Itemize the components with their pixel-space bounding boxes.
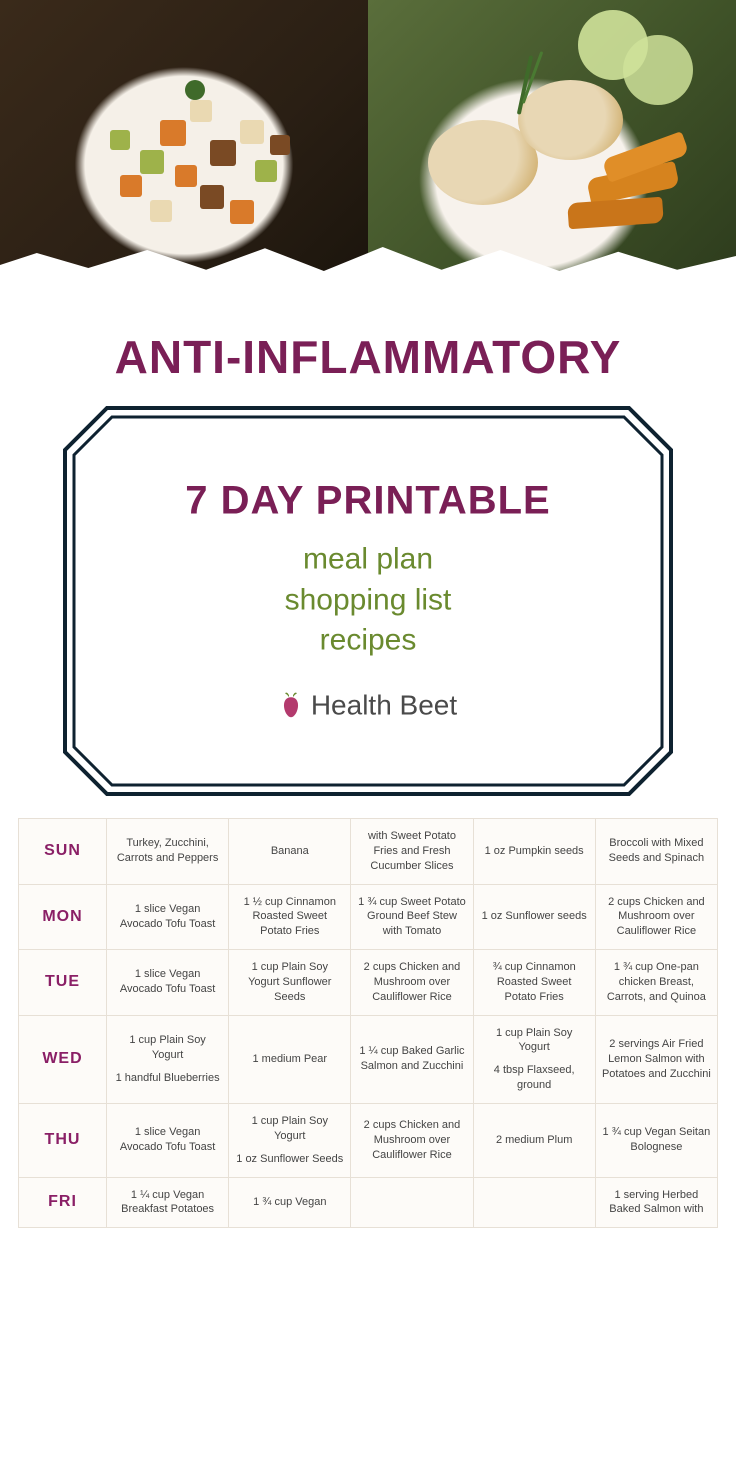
- meal-cell: Banana: [229, 819, 351, 885]
- day-label: SUN: [19, 819, 107, 885]
- meal-cell: Broccoli with Mixed Seeds and Spinach: [595, 819, 717, 885]
- table-row: WED1 cup Plain Soy Yogurt1 handful Blueb…: [19, 1015, 718, 1103]
- frame-list-item: shopping list: [124, 580, 612, 621]
- table-row: SUNTurkey, Zucchini, Carrots and Peppers…: [19, 819, 718, 885]
- meal-cell: Turkey, Zucchini, Carrots and Peppers: [107, 819, 229, 885]
- meal-cell: [473, 1177, 595, 1228]
- meal-cell: 1 ¾ cup Sweet Potato Ground Beef Stew wi…: [351, 884, 473, 950]
- table-row: THU1 slice Vegan Avocado Tofu Toast1 cup…: [19, 1103, 718, 1177]
- meal-cell: 2 medium Plum: [473, 1103, 595, 1177]
- meal-cell: [351, 1177, 473, 1228]
- meal-cell: 1 oz Pumpkin seeds: [473, 819, 595, 885]
- meal-plan-table-wrap: SUNTurkey, Zucchini, Carrots and Peppers…: [18, 818, 718, 1228]
- meal-cell: 2 cups Chicken and Mushroom over Caulifl…: [351, 950, 473, 1016]
- food-photo-right: [368, 0, 736, 300]
- meal-cell: 1 cup Plain Soy Yogurt Sunflower Seeds: [229, 950, 351, 1016]
- day-label: FRI: [19, 1177, 107, 1228]
- meal-cell: 1 slice Vegan Avocado Tofu Toast: [107, 884, 229, 950]
- frame-list-item: meal plan: [124, 539, 612, 580]
- meal-cell: 2 cups Chicken and Mushroom over Caulifl…: [351, 1103, 473, 1177]
- day-label: WED: [19, 1015, 107, 1103]
- meal-cell: 1 slice Vegan Avocado Tofu Toast: [107, 950, 229, 1016]
- meal-cell: 1 cup Plain Soy Yogurt1 oz Sunflower See…: [229, 1103, 351, 1177]
- headline: ANTI-INFLAMMATORY: [0, 330, 736, 384]
- meal-cell: 2 cups Chicken and Mushroom over Caulifl…: [595, 884, 717, 950]
- meal-cell: 1 ¾ cup Vegan Seitan Bolognese: [595, 1103, 717, 1177]
- meal-cell: 1 oz Sunflower seeds: [473, 884, 595, 950]
- meal-cell: 1 ¼ cup Baked Garlic Salmon and Zucchini: [351, 1015, 473, 1103]
- table-row: TUE1 slice Vegan Avocado Tofu Toast1 cup…: [19, 950, 718, 1016]
- food-photo-left: [0, 0, 368, 300]
- hero-food-photos: [0, 0, 736, 300]
- frame-list-item: recipes: [124, 620, 612, 661]
- meal-plan-table: SUNTurkey, Zucchini, Carrots and Peppers…: [18, 818, 718, 1228]
- meal-cell: 1 ¾ cup Vegan: [229, 1177, 351, 1228]
- frame-title: 7 DAY PRINTABLE: [124, 478, 612, 523]
- table-row: MON1 slice Vegan Avocado Tofu Toast1 ½ c…: [19, 884, 718, 950]
- day-label: MON: [19, 884, 107, 950]
- meal-cell: 1 ¼ cup Vegan Breakfast Potatoes: [107, 1177, 229, 1228]
- bottom-fade: [0, 1412, 736, 1472]
- meal-cell: 1 ¾ cup One-pan chicken Breast, Carrots,…: [595, 950, 717, 1016]
- table-row: FRI1 ¼ cup Vegan Breakfast Potatoes1 ¾ c…: [19, 1177, 718, 1228]
- meal-cell: 2 servings Air Fried Lemon Salmon with P…: [595, 1015, 717, 1103]
- meal-cell: 1 slice Vegan Avocado Tofu Toast: [107, 1103, 229, 1177]
- meal-cell: ¾ cup Cinnamon Roasted Sweet Potato Frie…: [473, 950, 595, 1016]
- day-label: THU: [19, 1103, 107, 1177]
- meal-cell: 1 ½ cup Cinnamon Roasted Sweet Potato Fr…: [229, 884, 351, 950]
- frame-list: meal plan shopping list recipes: [124, 539, 612, 661]
- beet-icon: [279, 691, 303, 719]
- meal-cell: 1 cup Plain Soy Yogurt4 tbsp Flaxseed, g…: [473, 1015, 595, 1103]
- meal-cell: with Sweet Potato Fries and Fresh Cucumb…: [351, 819, 473, 885]
- meal-cell: 1 medium Pear: [229, 1015, 351, 1103]
- brand-text: Health Beet: [311, 689, 457, 721]
- meal-cell: 1 cup Plain Soy Yogurt1 handful Blueberr…: [107, 1015, 229, 1103]
- meal-cell: 1 serving Herbed Baked Salmon with: [595, 1177, 717, 1228]
- day-label: TUE: [19, 950, 107, 1016]
- title-frame: 7 DAY PRINTABLE meal plan shopping list …: [63, 406, 673, 796]
- brand: Health Beet: [279, 689, 457, 721]
